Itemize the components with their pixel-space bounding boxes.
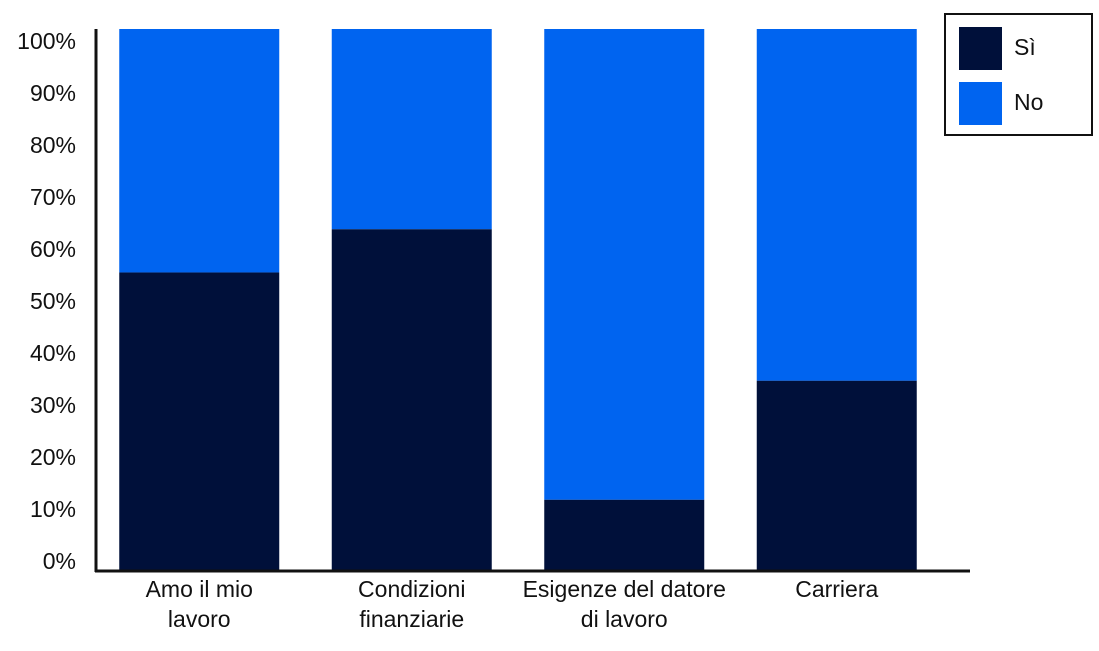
x-tick-label: Amo il mio lavoro — [145, 576, 253, 632]
y-tick-label: 80% — [30, 132, 76, 158]
bar-segment — [544, 29, 705, 500]
bar-segment — [544, 499, 705, 570]
x-tick-label: Condizioni finanziarie — [358, 576, 466, 632]
y-tick-label: 40% — [30, 340, 76, 366]
legend-label: No — [1014, 89, 1043, 115]
y-tick-label: 0% — [43, 548, 76, 574]
y-tick-label: 90% — [30, 80, 76, 106]
y-tick-label: 50% — [30, 288, 76, 314]
x-tick-label: Esigenze del datore di lavoro — [522, 576, 726, 632]
y-tick-label: 30% — [30, 392, 76, 418]
bar-segment — [331, 29, 492, 230]
legend-label: Sì — [1014, 34, 1036, 60]
legend-swatch — [959, 82, 1002, 125]
bar-segment — [331, 229, 492, 571]
y-tick-label: 100% — [17, 28, 76, 54]
bar-segment — [756, 29, 917, 381]
y-tick-label: 60% — [30, 236, 76, 262]
legend-swatch — [959, 27, 1002, 70]
bar-segment — [119, 272, 280, 570]
y-tick-label: 70% — [30, 184, 76, 210]
y-tick-label: 10% — [30, 496, 76, 522]
bar-segment — [119, 29, 280, 273]
y-tick-label: 20% — [30, 444, 76, 470]
x-tick-label: Carriera — [795, 576, 879, 602]
bar-segment — [756, 380, 917, 570]
